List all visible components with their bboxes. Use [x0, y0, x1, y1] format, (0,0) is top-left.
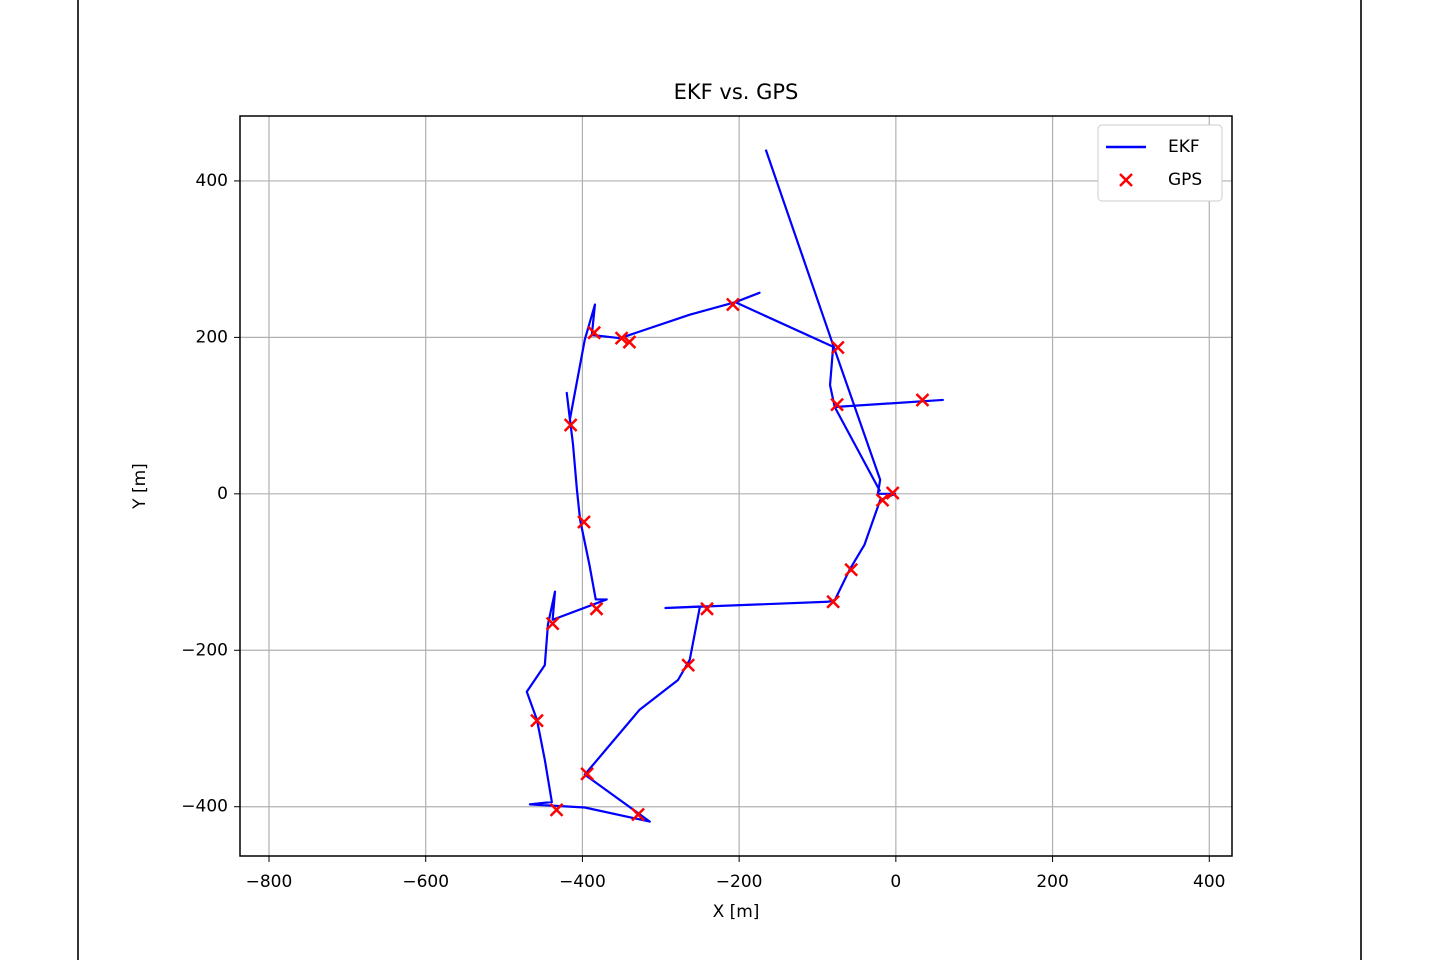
marker-x [915, 393, 930, 407]
legend-label: GPS [1168, 170, 1202, 190]
marker-x [577, 515, 591, 529]
chart-title: EKF vs. GPS [674, 80, 799, 104]
y-tick-label: −200 [181, 640, 228, 660]
marker-x [622, 335, 637, 349]
marker-x [885, 486, 900, 500]
legend-swatch [1119, 173, 1133, 187]
y-tick-label: 200 [196, 327, 228, 347]
y-axis-label: Y [m] [130, 463, 150, 510]
y-tick-label: 0 [217, 484, 228, 504]
plot-frame [239, 115, 1233, 857]
marker-x [580, 766, 595, 781]
legend-label: EKF [1168, 137, 1200, 157]
x-tick-label: −200 [716, 872, 763, 892]
x-tick-label: 200 [1036, 872, 1068, 892]
x-tick-label: 400 [1193, 872, 1225, 892]
marker-x [589, 601, 604, 616]
marker-x [549, 802, 564, 817]
marker-x [826, 594, 841, 609]
legend-box [1097, 124, 1223, 202]
x-axis-label: X [m] [713, 902, 760, 922]
x-tick-label: −600 [402, 872, 449, 892]
marker-x [563, 418, 578, 432]
x-tick-label: −800 [246, 872, 293, 892]
marker-x [681, 658, 696, 673]
marker-x [614, 331, 629, 346]
marker-x [700, 601, 714, 616]
x-tick-label: 0 [890, 872, 901, 892]
marker-x [830, 397, 844, 412]
marker-x [530, 713, 544, 728]
marker-x [830, 340, 845, 355]
marker-x [725, 297, 740, 312]
x-tick-label: −400 [559, 872, 606, 892]
marker-x [545, 616, 560, 631]
marker-x [587, 325, 602, 340]
y-tick-label: −400 [181, 797, 228, 817]
marker-x [844, 562, 859, 577]
marker-x [875, 493, 890, 507]
y-tick-label: 400 [196, 171, 228, 191]
marker-x [631, 807, 645, 822]
